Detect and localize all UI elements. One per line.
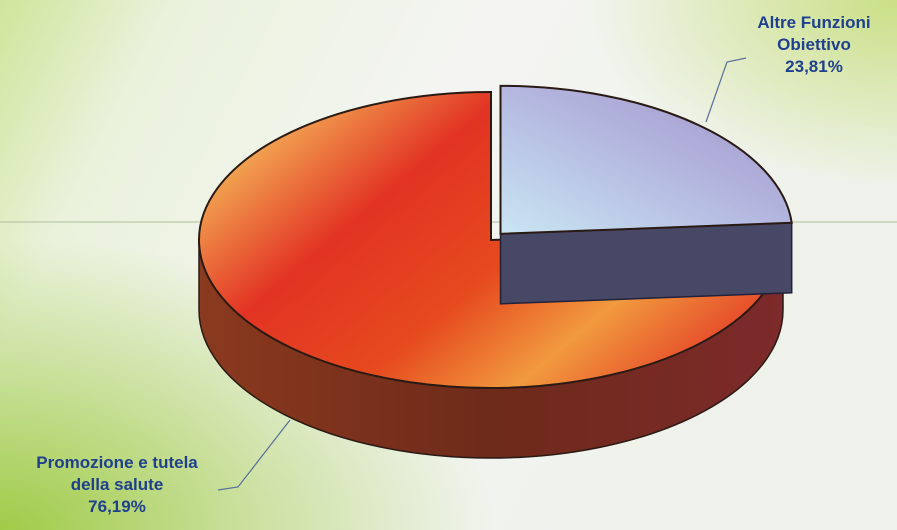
slice-label-line: Altre Funzioni — [757, 13, 871, 32]
slice-value-label: 23,81% — [785, 57, 843, 76]
pie-slice-altre-funzioni-cut-face — [499, 222, 793, 305]
slice-label-altre-funzioni: Altre Funzioni Obiettivo 23,81% — [724, 12, 897, 78]
leader-line-altre-funzioni — [705, 57, 747, 123]
pie-slice-altre-funzioni — [499, 84, 793, 235]
slice-label-line: Promozione e tutela — [36, 453, 198, 472]
slice-label-line: Obiettivo — [777, 35, 851, 54]
slice-label-line: della salute — [70, 475, 164, 494]
pie-slice-promozione — [198, 90, 784, 389]
slice-value-label: 76,19% — [88, 497, 146, 516]
slice-label-promozione: Promozione e tutela della salute 76,19% — [2, 452, 232, 518]
leader-line-promozione — [217, 419, 291, 491]
